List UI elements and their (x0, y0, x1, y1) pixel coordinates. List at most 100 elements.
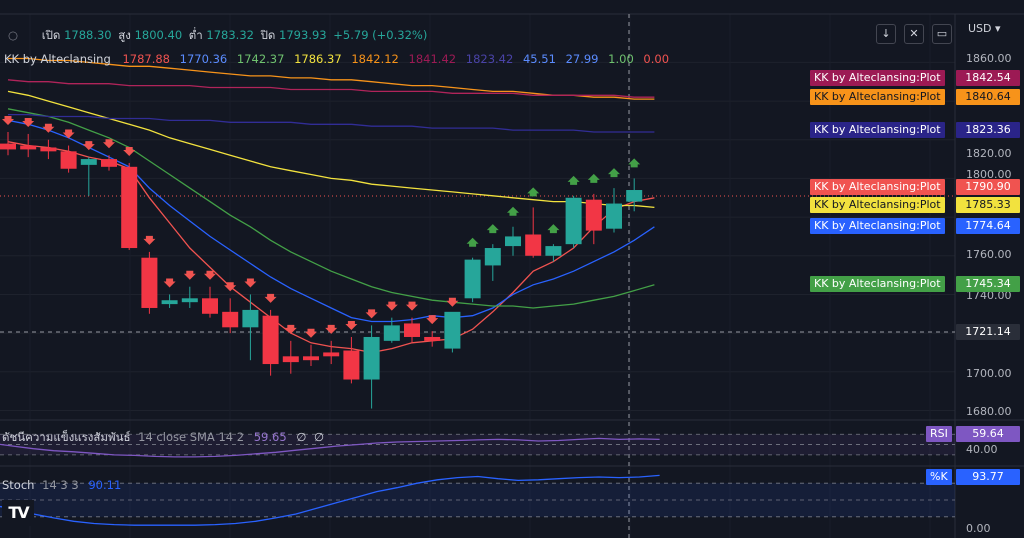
candle-body-28 (565, 197, 582, 245)
candle-body-10 (202, 298, 218, 314)
plot-tag-value-4: 1790.90 (956, 179, 1020, 195)
sell-signal-arrow-16 (325, 324, 338, 334)
candle-body-29 (585, 199, 602, 231)
buy-signal-arrow-30 (608, 168, 620, 178)
buy-signal-arrow-27 (547, 224, 560, 234)
rsi-tag: RSI (926, 426, 952, 442)
candle-body-27 (545, 246, 562, 256)
stoch-value: 90.11 (88, 478, 122, 492)
candle-body-14 (282, 356, 299, 363)
candle-body-13 (262, 315, 279, 365)
plot-tag-value-2: 1840.64 (956, 89, 1020, 105)
stoch-tag: %K (926, 469, 952, 485)
buy-signal-arrow-28 (567, 175, 580, 185)
candle-body-11 (222, 311, 239, 328)
sell-signal-arrow-20 (406, 301, 418, 311)
indicator-value-4: 1786.37 (294, 52, 342, 66)
stoch-axis-label: 0.00 (966, 522, 991, 535)
plot-tag-label-7: KK by Alteclansing:Plot (810, 276, 945, 292)
axis-label-1820: 1820.00 (966, 147, 1012, 160)
candle-body-24 (484, 248, 501, 266)
rsi-tag-value: 59.64 (956, 426, 1020, 442)
candle-body-22 (444, 311, 461, 349)
crosshair-price-tag: 1721.14 (956, 324, 1020, 340)
candle-body-31 (626, 190, 643, 202)
indicator-line-crimson (7, 79, 655, 98)
plot-tag-label-1: KK by Alteclansing:Plot (810, 70, 945, 86)
indicator-value-9: 27.99 (565, 52, 599, 66)
candle-body-8 (161, 300, 178, 305)
stoch-line (0, 474, 660, 526)
plot-tag-value-7: 1745.34 (956, 276, 1020, 292)
rsi-value-3: ∅ (314, 430, 325, 444)
stoch-tag-value: 93.77 (956, 469, 1020, 485)
close-label: ปิด (260, 28, 276, 42)
scroll-down-button[interactable]: ↓ (876, 24, 896, 44)
candle-body-17 (343, 350, 360, 380)
rsi-band (0, 434, 955, 455)
plot-tag-label-3: KK by Alteclansing:Plot (810, 122, 945, 138)
high-value: 1800.40 (134, 28, 183, 42)
indicator-legend[interactable]: KK by Alteclansing 1787.88 1770.36 1742.… (4, 52, 669, 66)
candle-body-3 (60, 151, 77, 169)
buy-signal-arrow-31 (628, 158, 641, 168)
sell-signal-arrow-17 (345, 320, 358, 330)
low-label: ต่ำ (188, 28, 203, 42)
axis-label-1740: 1740.00 (966, 289, 1012, 302)
rsi-value-2: ∅ (296, 430, 307, 444)
indicator-value-2: 1770.36 (179, 52, 228, 66)
plot-tag-value-5: 1785.33 (956, 197, 1020, 213)
sell-signal-arrow-15 (305, 328, 317, 338)
currency-label: USD (968, 22, 992, 35)
candle-body-21 (424, 336, 441, 341)
restore-button[interactable]: ▭ (932, 24, 952, 44)
stoch-params: 14 3 3 (42, 478, 79, 492)
rsi-legend[interactable]: ดัชนีความแข็งแรงสัมพันธ์ 14 close SMA 14… (2, 429, 324, 447)
plot-tag-label-2: KK by Alteclansing:Plot (810, 89, 945, 105)
plot-tag-label-6: KK by Alteclansing:Plot (810, 218, 945, 234)
rsi-params: 14 close SMA 14 2 (138, 430, 245, 444)
ohlc-legend: ○ เปิด 1788.30 สูง 1800.40 ต่ำ 1783.32 ป… (8, 27, 427, 45)
axis-label-1860: 1860.00 (966, 52, 1012, 65)
plot-tag-label-5: KK by Alteclansing:Plot (810, 197, 945, 213)
indicator-value-11: 0.00 (643, 52, 670, 66)
axis-label-1700: 1700.00 (966, 367, 1012, 380)
rsi-value: 59.65 (253, 430, 287, 444)
stoch-legend[interactable]: Stoch 14 3 3 90.11 (2, 478, 121, 492)
candle-body-7 (141, 257, 158, 308)
tradingview-logo[interactable]: TV (2, 500, 34, 526)
candle-body-6 (121, 166, 138, 249)
open-value: 1788.30 (64, 28, 112, 42)
indicator-name: KK by Alteclansing (4, 52, 111, 66)
currency-selector[interactable]: USD ▾ (968, 22, 1001, 35)
sell-signal-arrow-12 (244, 278, 257, 288)
candle-body-18 (363, 336, 380, 380)
axis-label-1800: 1800.00 (966, 168, 1012, 181)
buy-signal-arrow-26 (527, 187, 540, 197)
candle-body-15 (303, 356, 319, 361)
collapse-button[interactable]: ✕ (904, 24, 924, 44)
candle-body-9 (181, 298, 198, 303)
indicator-line-green (7, 108, 655, 309)
close-value: 1793.93 (279, 28, 327, 42)
sell-signal-arrow-10 (204, 270, 216, 280)
sell-signal-arrow-22 (446, 297, 459, 307)
sell-signal-arrow-6 (123, 146, 136, 156)
axis-label-1760: 1760.00 (966, 248, 1012, 261)
low-value: 1783.32 (206, 28, 254, 42)
change-value: +5.79 (+0.32%) (333, 28, 428, 42)
indicator-value-5: 1842.12 (351, 52, 399, 66)
candle-body-25 (505, 236, 521, 247)
sell-signal-arrow-19 (385, 301, 398, 311)
candle-body-23 (464, 259, 481, 299)
plot-tag-label-4: KK by Alteclansing:Plot (810, 179, 945, 195)
sell-signal-arrow-8 (163, 278, 176, 288)
sell-signal-arrow-3 (62, 129, 75, 139)
sell-signal-arrow-4 (82, 141, 95, 151)
indicator-value-3: 1742.37 (236, 52, 285, 66)
rsi-line (0, 437, 660, 458)
open-label: เปิด (41, 28, 61, 42)
chevron-down-icon: ▾ (991, 22, 1001, 35)
buy-signal-arrow-23 (466, 237, 479, 247)
buy-signal-arrow-25 (507, 206, 519, 216)
